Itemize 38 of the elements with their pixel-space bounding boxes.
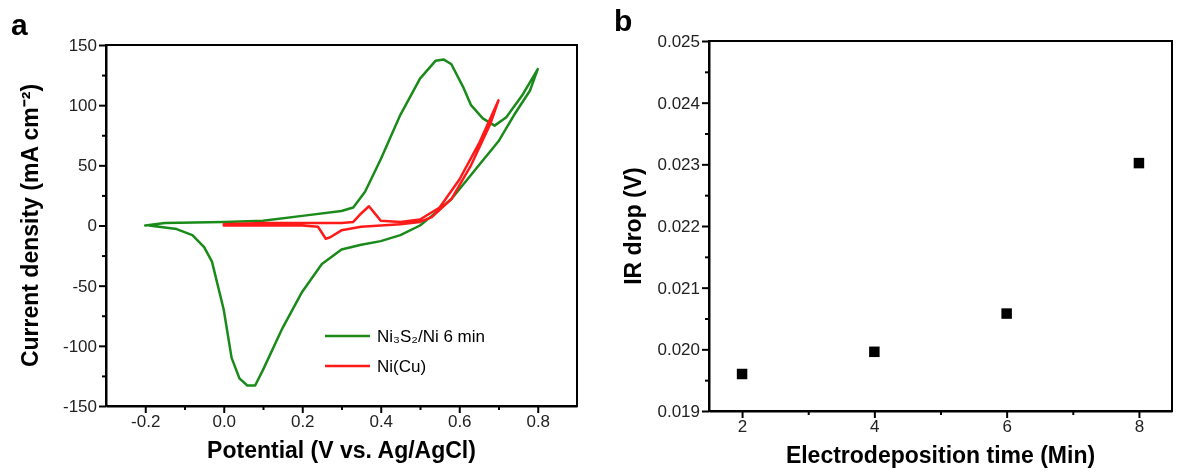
legend-label: Ni(Cu) [377,357,427,376]
x-tick-label: 2 [737,417,748,437]
x-tick-label: 4 [870,417,880,437]
y-tick-label: -150 [62,396,97,416]
point [1133,157,1145,169]
y-tick-label: 100 [68,96,97,116]
y-axis-title: IR drop (V) [620,167,646,285]
line-series [144,58,539,387]
text: b [614,4,633,37]
y-tick-label: 0.024 [657,93,700,113]
y-tick-label: 0.025 [657,31,700,51]
x-tick-label: 0.4 [369,412,394,432]
point [869,346,880,358]
text: a [11,8,28,41]
x-tick-label: 0.2 [290,412,315,432]
y-tick-label: -100 [62,336,97,356]
x-tick-label: -0.2 [131,412,161,432]
line-series [222,99,500,240]
y-axis-title: Current density (mA cm⁻²) [17,83,43,368]
legend-label: Ni₃S₂/Ni 6 min [377,327,485,346]
y-tick-label: 0.023 [657,155,700,175]
y-tick-label: 0.021 [657,278,700,298]
point [736,368,748,380]
y-tick-label: 50 [78,156,97,176]
x-tick-label: 0.6 [447,412,472,432]
y-tick-label: 150 [68,35,97,55]
x-axis-title: Potential (V vs. Ag/AgCl) [207,437,476,463]
y-tick-label: 0.022 [657,216,700,236]
x-tick-label: 0.0 [212,412,237,432]
x-tick-label: 6 [1002,417,1012,437]
y-tick-label: -50 [72,276,97,296]
y-tick-label: 0.019 [657,401,700,421]
x-tick-label: 0.8 [526,412,551,432]
y-tick-label: 0.020 [657,340,700,360]
y-tick-label: 0 [87,216,97,236]
x-axis-title: Electrodeposition time (Min) [785,442,1096,468]
x-tick-label: 8 [1134,417,1145,437]
point [1001,308,1012,319]
